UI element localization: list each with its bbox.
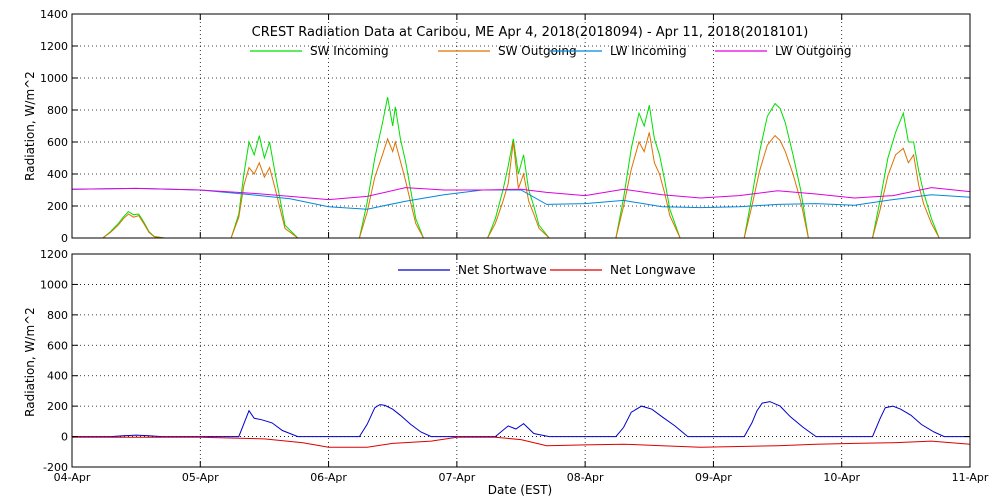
series-line-lw-incoming	[71, 187, 971, 210]
y-tick-label: 1200	[40, 40, 68, 53]
y-tick-label: 600	[47, 136, 68, 149]
plot-frame	[71, 253, 971, 468]
x-axis-label: Date (EST)	[488, 483, 552, 497]
y-tick-label: 1400	[40, 8, 68, 21]
legend-label: LW Incoming	[610, 44, 687, 58]
y-axis-label: Radiation, W/m^2	[23, 307, 37, 417]
y-tick-label: 200	[47, 200, 68, 213]
x-tick-label: 04-Apr	[54, 471, 91, 484]
y-tick-label: 1200	[40, 248, 68, 261]
x-tick-label: 11-Apr	[952, 471, 989, 484]
series-line-sw-incoming	[72, 97, 970, 239]
y-tick-label: 0	[61, 431, 68, 444]
x-tick-label: 08-Apr	[567, 471, 604, 484]
series-line-net-longwave	[72, 436, 971, 448]
legend-label: LW Outgoing	[775, 44, 852, 58]
series-line-sw-outgoing	[72, 132, 970, 239]
x-tick-label: 05-Apr	[182, 471, 219, 484]
y-tick-label: 800	[47, 104, 68, 117]
x-tick-label: 06-Apr	[310, 471, 347, 484]
legend-label: SW Incoming	[310, 44, 389, 58]
y-tick-label: -200	[43, 461, 68, 474]
y-tick-label: 400	[47, 370, 68, 383]
x-tick-label: 07-Apr	[438, 471, 475, 484]
legend-label: SW Outgoing	[498, 44, 577, 58]
y-tick-label: 1000	[40, 278, 68, 291]
x-tick-label: 09-Apr	[695, 471, 732, 484]
chart-title: CREST Radiation Data at Caribou, ME Apr …	[252, 25, 809, 40]
y-tick-label: 0	[61, 232, 68, 245]
x-tick-label: 10-Apr	[823, 471, 860, 484]
y-axis-label: Radiation, W/m^2	[23, 71, 37, 181]
legend-label: Net Longwave	[610, 263, 696, 277]
y-tick-label: 400	[47, 168, 68, 181]
legend-label: Net Shortwave	[458, 263, 547, 277]
y-tick-label: 1000	[40, 72, 68, 85]
series-line-lw-outgoing	[71, 187, 971, 201]
y-tick-label: 600	[47, 339, 68, 352]
y-tick-label: 200	[47, 400, 68, 413]
plot-frame	[71, 13, 971, 239]
series-line-net-shortwave	[72, 401, 970, 438]
y-tick-label: 800	[47, 309, 68, 322]
